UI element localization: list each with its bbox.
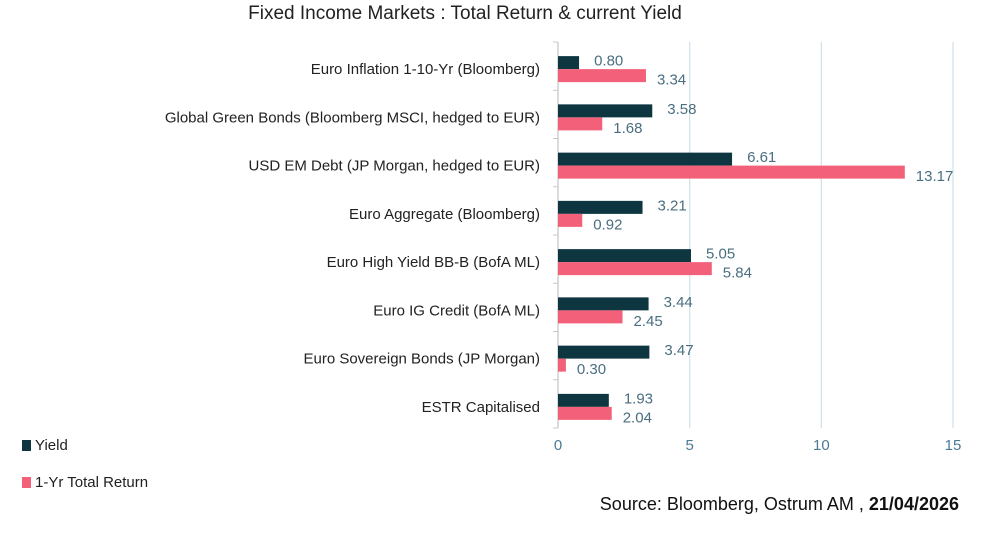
x-tick-label: 5 [685, 437, 693, 454]
data-label-yield: 3.21 [658, 197, 687, 214]
data-label-yield: 6.61 [747, 149, 776, 166]
legend-label-yield: Yield [35, 437, 68, 454]
legend-label-return: 1-Yr Total Return [35, 474, 149, 491]
x-tick-label: 15 [945, 437, 962, 454]
legend-item-yield: Yield [22, 437, 68, 454]
category-label: Euro High Yield BB-B (BofA ML) [327, 254, 540, 271]
category-label: Euro Aggregate (Bloomberg) [349, 206, 540, 223]
category-label: Global Green Bonds (Bloomberg MSCI, hedg… [165, 109, 540, 126]
data-label-yield: 3.47 [664, 342, 693, 359]
data-label-return: 0.30 [577, 361, 606, 378]
bar-return [558, 213, 583, 227]
category-label: Euro Inflation 1-10-Yr (Bloomberg) [311, 61, 540, 78]
bar-yield [558, 56, 580, 70]
category-label: ESTR Capitalised [422, 399, 540, 416]
bar-yield [558, 297, 649, 311]
source-text: Source: Bloomberg, Ostrum AM [599, 494, 854, 514]
category-label: Euro IG Credit (BofA ML) [373, 302, 540, 319]
data-label-yield: 5.05 [706, 246, 735, 263]
data-label-return: 2.45 [634, 313, 663, 330]
bar-return [558, 69, 646, 83]
bar-yield [558, 200, 643, 214]
bar-yield [558, 345, 650, 359]
data-label-yield: 1.93 [624, 390, 653, 407]
bar-return [558, 165, 905, 179]
bar-return [558, 358, 566, 372]
data-label-return: 5.84 [723, 265, 752, 282]
data-label-return: 0.92 [593, 216, 622, 233]
bar-yield [558, 393, 609, 407]
data-label-return: 13.17 [916, 168, 954, 185]
data-label-return: 2.04 [623, 409, 652, 426]
data-label-yield: 0.80 [594, 53, 623, 70]
bar-yield [558, 249, 691, 263]
data-label-yield: 3.58 [667, 101, 696, 118]
data-label-return: 3.34 [657, 72, 686, 89]
x-tick-label: 10 [813, 437, 830, 454]
legend-swatch-return [22, 477, 31, 488]
legend-swatch-yield [22, 440, 31, 451]
bar-return [558, 262, 712, 276]
bar-return [558, 406, 612, 420]
bar-return [558, 310, 623, 324]
category-label: Euro Sovereign Bonds (JP Morgan) [303, 351, 540, 368]
legend-item-return: 1-Yr Total Return [22, 474, 148, 491]
data-label-yield: 3.44 [664, 294, 693, 311]
bar-yield [558, 152, 733, 166]
x-tick-label: 0 [554, 437, 562, 454]
bar-yield [558, 104, 653, 118]
data-label-return: 1.68 [613, 120, 642, 137]
source-date: 21/04/2026 [868, 494, 959, 514]
bar-return [558, 117, 603, 131]
chart-title: Fixed Income Markets : Total Return & cu… [248, 3, 682, 24]
source-note: Source: Bloomberg, Ostrum AM , 21/04/202… [599, 494, 959, 514]
category-label: USD EM Debt (JP Morgan, hedged to EUR) [248, 158, 540, 175]
